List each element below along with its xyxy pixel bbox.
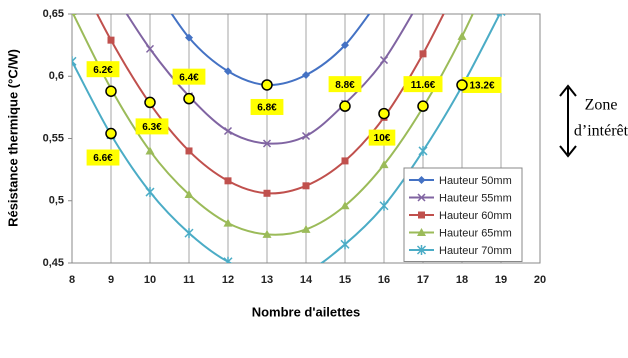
legend-label: Hauteur 55mm	[439, 192, 512, 204]
annotation-label: 6.8€	[257, 103, 277, 114]
marker	[340, 201, 350, 210]
marker	[184, 190, 194, 199]
annotation-box	[172, 68, 206, 85]
annotation-label: 6.6€	[93, 153, 113, 164]
marker	[457, 31, 467, 40]
x-tick-label: 18	[456, 274, 468, 286]
marker	[184, 228, 194, 239]
annotation-label: 10€	[374, 133, 391, 144]
marker	[496, 14, 506, 17]
legend-label: Hauteur 65mm	[439, 227, 512, 239]
annotation-label: 6.2€	[93, 65, 113, 76]
y-tick-label: 0,45	[43, 257, 64, 269]
side-note: Zone	[585, 97, 618, 114]
annotation-point	[456, 79, 468, 91]
annotation-label: 8.8€	[335, 80, 355, 91]
marker	[379, 200, 389, 211]
annotation-label: 11.6€	[411, 80, 436, 91]
marker	[419, 50, 427, 58]
marker	[145, 44, 155, 53]
x-tick-label: 12	[222, 274, 234, 286]
marker	[302, 71, 310, 80]
legend-marker	[417, 176, 426, 184]
annotation-box	[328, 76, 362, 93]
double-arrow	[559, 84, 577, 158]
marker	[223, 218, 233, 227]
annotation-point	[261, 79, 273, 91]
annotation-label: 6.4€	[179, 72, 199, 83]
side-note: d’intérêt	[574, 123, 628, 140]
marker	[72, 14, 77, 16]
marker	[341, 157, 349, 165]
annotation-point	[417, 100, 429, 112]
marker	[223, 126, 233, 136]
legend-label: Hauteur 50mm	[439, 175, 512, 187]
legend-marker	[417, 193, 426, 202]
legend-marker	[416, 245, 427, 255]
marker	[418, 145, 428, 156]
marker	[302, 182, 310, 190]
annotation-point	[144, 96, 156, 109]
x-tick-label: 17	[417, 274, 429, 286]
y-tick-label: 0,5	[49, 195, 64, 207]
marker	[107, 36, 115, 44]
marker	[185, 147, 193, 155]
x-tick-label: 8	[69, 274, 75, 286]
marker	[145, 146, 155, 155]
legend-label: Hauteur 60mm	[439, 210, 512, 222]
annotation-box	[135, 118, 169, 135]
marker	[301, 224, 311, 233]
marker	[145, 187, 155, 198]
marker	[379, 56, 389, 65]
marker	[224, 67, 232, 76]
x-tick-label: 19	[495, 274, 507, 286]
y-tick-label: 0,65	[43, 8, 64, 20]
annotation-point	[105, 85, 117, 97]
marker	[263, 189, 271, 197]
x-tick-label: 15	[339, 274, 351, 286]
marker	[223, 256, 233, 263]
marker	[72, 56, 77, 67]
x-tick-label: 13	[261, 274, 273, 286]
annotation-box	[250, 98, 284, 115]
annotation-point	[105, 127, 117, 140]
annotation-label: 6.3€	[142, 122, 162, 133]
x-tick-label: 20	[534, 274, 546, 286]
marker	[262, 229, 272, 238]
annotation-box	[368, 129, 396, 146]
marker	[262, 139, 272, 148]
series-line	[72, 14, 501, 263]
x-tick-label: 14	[300, 274, 313, 286]
legend-label: Hauteur 70mm	[439, 245, 512, 257]
marker	[341, 41, 349, 50]
x-tick-label: 10	[144, 274, 156, 286]
y-tick-label: 0,6	[49, 70, 64, 82]
marker	[340, 239, 350, 250]
legend-marker	[418, 211, 425, 219]
x-axis-title: Nombre d'ailettes	[252, 304, 361, 319]
y-axis-title: Résistance thermique (°C/W)	[5, 49, 20, 227]
annotation-point	[378, 107, 390, 120]
plot-border	[71, 13, 541, 264]
annotation-label: 13.2€	[469, 81, 494, 92]
y-tick-label: 0,55	[43, 132, 64, 144]
annotation-point	[339, 100, 351, 112]
annotation-box	[86, 61, 120, 78]
x-tick-label: 11	[183, 274, 195, 286]
x-tick-label: 9	[108, 274, 114, 286]
annotation-box	[462, 76, 502, 93]
marker	[301, 131, 311, 141]
annotation-box	[86, 149, 120, 166]
x-tick-label: 16	[378, 274, 390, 286]
marker	[379, 160, 389, 169]
annotation-box	[403, 76, 443, 93]
marker	[185, 33, 193, 42]
legend-marker	[417, 228, 426, 236]
annotation-point	[183, 92, 195, 105]
marker	[224, 177, 232, 185]
